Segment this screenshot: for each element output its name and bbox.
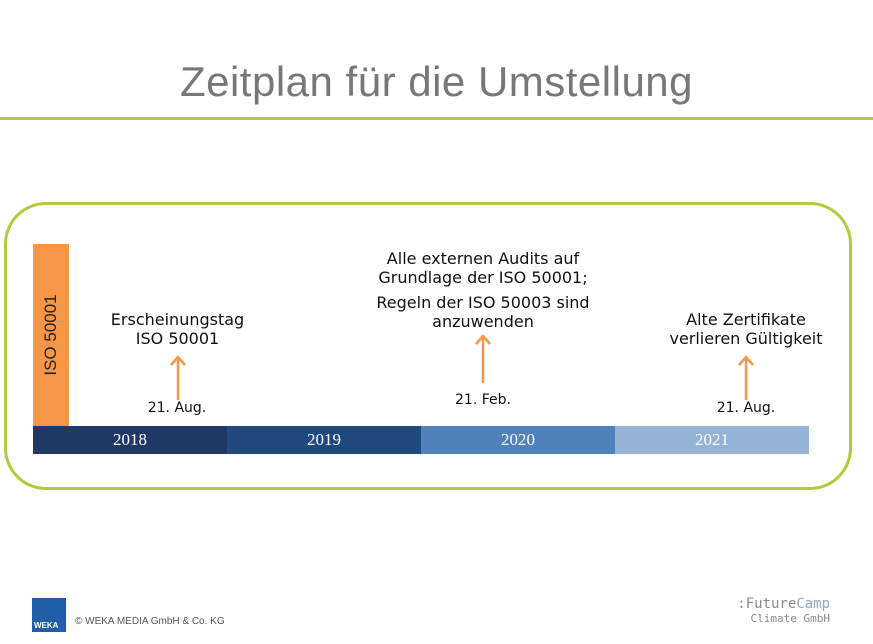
timeline-frame xyxy=(4,202,852,490)
arrow-up-icon xyxy=(170,355,186,400)
weka-logo: WEKA xyxy=(32,598,66,632)
iso-standard-label: ISO 50001 xyxy=(41,294,60,376)
slide-title: Zeitplan für die Umstellung xyxy=(179,58,694,105)
futurecamp-logo-name: :FutureCamp xyxy=(700,596,830,612)
event-publication-date: 21. Aug. xyxy=(147,400,207,416)
weka-logo-text: WEKA xyxy=(34,621,59,630)
event-certificates-expire-date: 21. Aug. xyxy=(716,400,776,416)
futurecamp-logo: :FutureCamp Climate GmbH xyxy=(700,596,830,626)
futurecamp-logo-accent: Camp xyxy=(796,596,830,612)
year-segment-2019: 2019 xyxy=(227,426,421,454)
year-segment-2021: 2021 xyxy=(615,426,809,454)
event-certificates-expire: Alte Zertifikate verlieren Gültigkeit xyxy=(660,310,832,348)
copyright-notice: © WEKA MEDIA GmbH & Co. KG xyxy=(75,616,225,627)
event-publication: Erscheinungstag ISO 50001 xyxy=(95,310,260,348)
event-publication-text: Erscheinungstag ISO 50001 xyxy=(110,310,245,348)
futurecamp-logo-prefix: :Future xyxy=(737,596,797,612)
event-certificates-expire-text: Alte Zertifikate verlieren Gültigkeit xyxy=(669,310,823,348)
arrow-up-icon xyxy=(738,355,754,400)
iso-standard-bar: ISO 50001 xyxy=(33,244,69,426)
year-segment-2018: 2018 xyxy=(33,426,227,454)
event-external-audits-text-2: Regeln der ISO 50003 sind anzuwenden xyxy=(376,293,590,331)
title-divider xyxy=(0,117,873,120)
event-external-audits: Alle externen Audits auf Grundlage der I… xyxy=(366,249,600,331)
event-external-audits-date: 21. Feb. xyxy=(455,392,511,408)
event-external-audits-text-1: Alle externen Audits auf Grundlage der I… xyxy=(378,249,588,287)
year-timeline: 2018 2019 2020 2021 xyxy=(33,426,809,454)
futurecamp-logo-subtitle: Climate GmbH xyxy=(750,612,830,625)
year-segment-2020: 2020 xyxy=(421,426,615,454)
arrow-up-icon xyxy=(475,334,491,383)
